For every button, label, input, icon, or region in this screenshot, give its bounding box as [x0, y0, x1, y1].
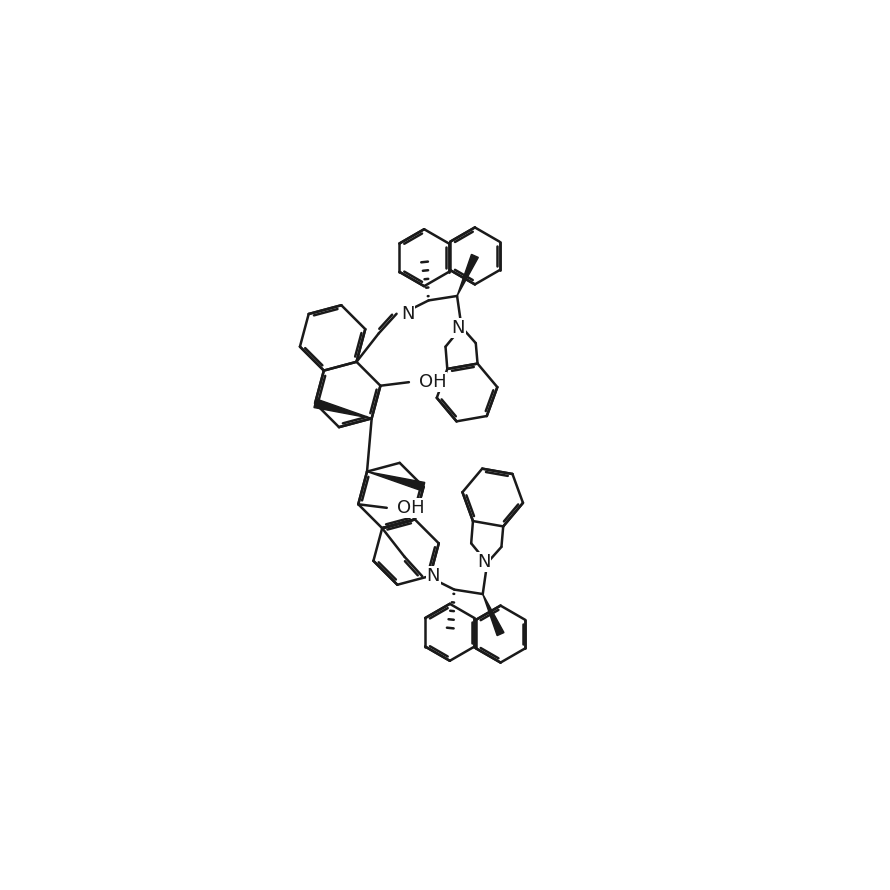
- Polygon shape: [457, 255, 478, 296]
- Text: N: N: [426, 567, 441, 586]
- Polygon shape: [367, 472, 425, 491]
- Text: OH: OH: [418, 373, 446, 392]
- Polygon shape: [314, 399, 372, 418]
- Text: N: N: [477, 553, 490, 571]
- Text: N: N: [401, 304, 415, 323]
- Polygon shape: [482, 594, 504, 635]
- Text: OH: OH: [397, 498, 425, 517]
- Text: N: N: [451, 319, 465, 337]
